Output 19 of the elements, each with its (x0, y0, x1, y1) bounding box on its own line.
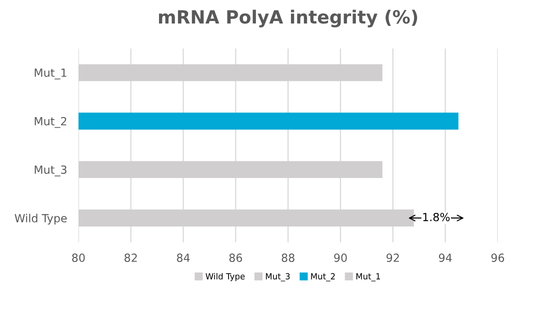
y-tick-label: Wild Type (14, 214, 67, 225)
legend-label: Mut_3 (266, 273, 290, 282)
annotation: 1.8% (423, 212, 450, 222)
x-tick-label: 88 (282, 254, 294, 262)
x-tick-label: 86 (229, 254, 242, 262)
x-tick-label: 94 (438, 254, 452, 262)
y-tick-label: Mut_2 (34, 117, 66, 128)
y-tick-label: Mut_3 (34, 165, 66, 176)
x-tick-label: 90 (334, 254, 347, 262)
legend-label: Wild Type (206, 273, 245, 282)
chart-title: mRNA PolyA integrity (%) (159, 10, 418, 28)
x-tick-label: 80 (72, 254, 85, 262)
x-tick-label: 84 (176, 254, 190, 262)
legend-label: Mut_1 (356, 273, 380, 282)
x-tick-label: 82 (124, 254, 137, 262)
legend-label: Mut_2 (311, 273, 335, 282)
x-tick-label: 92 (386, 254, 399, 262)
y-tick-label: Mut_1 (34, 68, 66, 80)
x-tick-label: 96 (491, 254, 504, 262)
